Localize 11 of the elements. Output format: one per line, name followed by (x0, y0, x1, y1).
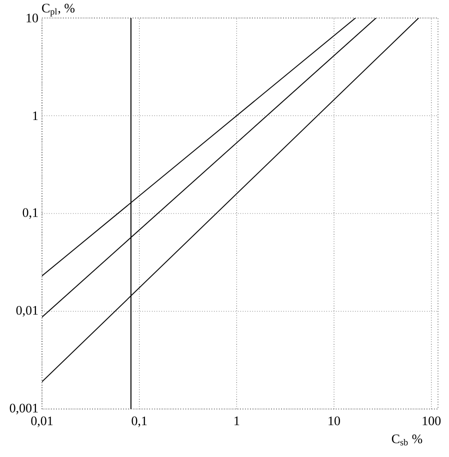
x-tick-label: 0,1 (132, 416, 147, 428)
y-axis-title: C$_{pl}$, % (42, 4, 75, 16)
y-tick-label: 0,01 (16, 306, 38, 317)
x-tick-label: 1 (234, 416, 240, 426)
y-tick-label: 10 (26, 14, 38, 22)
y-tick-label: 1 (33, 111, 38, 120)
x-tick-label: 100 (422, 416, 441, 426)
y-tick-label: 0,001 (10, 404, 38, 414)
y-tick-label: 0,1 (22, 208, 38, 219)
x-axis-title: C$_{sb}$ % (392, 434, 422, 446)
x-tick-label: 10 (328, 416, 340, 426)
